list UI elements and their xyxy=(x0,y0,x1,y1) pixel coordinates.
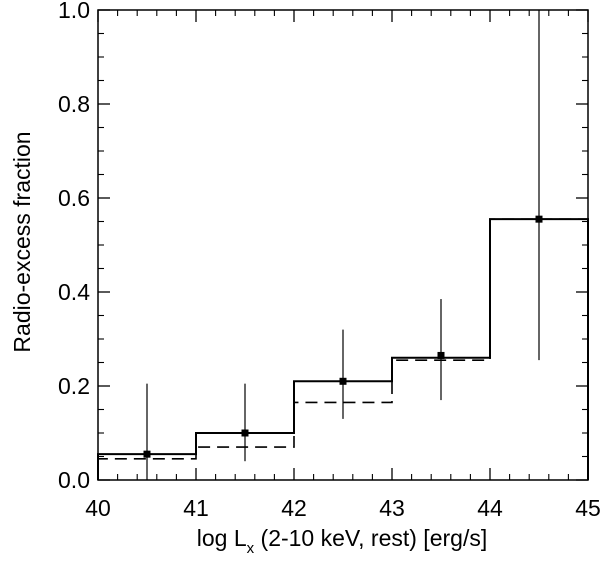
histogram-dashed-line xyxy=(97,218,589,480)
x-axis-label-subscript: x xyxy=(247,540,255,557)
y-tick-label: 1.0 xyxy=(58,0,90,23)
x-tick-label: 42 xyxy=(281,495,307,521)
x-axis-label-main: log L xyxy=(197,525,247,551)
x-tick-label: 43 xyxy=(379,495,405,521)
x-axis-label: log Lx (2-10 keV, rest) [erg/s] xyxy=(197,525,487,557)
y-axis-label: Radio-excess fraction xyxy=(9,131,35,352)
data-point xyxy=(339,377,347,385)
data-point xyxy=(241,429,249,437)
x-tick-label: 44 xyxy=(477,495,503,521)
y-tick-label: 0.2 xyxy=(58,373,90,399)
y-tick-label: 0.8 xyxy=(58,91,90,117)
error-bars xyxy=(146,10,540,480)
y-tick-label: 0.0 xyxy=(58,467,90,493)
x-tick-label: 40 xyxy=(85,495,111,521)
x-tick-label: 41 xyxy=(183,495,209,521)
tick-labels: 40 41 42 43 44 45 0.0 0.2 0.4 0.6 0.8 1.0 xyxy=(58,0,600,521)
y-tick-label: 0.4 xyxy=(58,279,90,305)
y-tick-label: 0.6 xyxy=(58,185,90,211)
data-point xyxy=(143,450,151,458)
x-tick-label: 45 xyxy=(575,495,600,521)
data-points xyxy=(143,215,543,458)
data-point xyxy=(535,215,543,223)
data-point xyxy=(437,351,445,359)
x-axis-label-rest: (2-10 keV, rest) [erg/s] xyxy=(254,525,487,551)
